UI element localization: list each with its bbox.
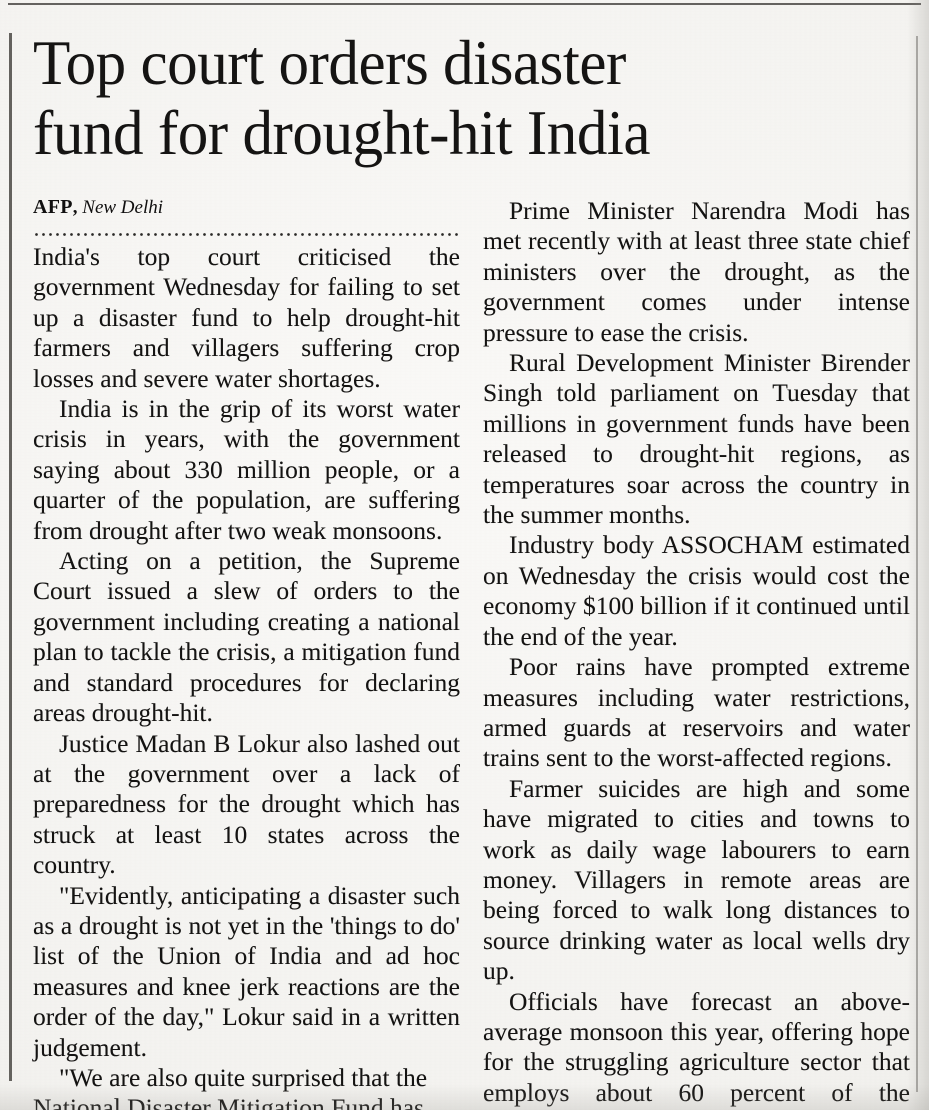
column-right: Prime Minister Narendra Modi has met rec… (483, 196, 910, 1110)
right-edge-shadow (907, 0, 929, 1110)
left-border-rule (9, 33, 12, 1081)
paragraph: "We are also quite surprised that the Na… (33, 1062, 428, 1110)
paragraph: Farmer suicides are high and some have m… (483, 773, 910, 986)
top-border-rule (8, 3, 921, 5)
byline-agency: AFP (33, 196, 73, 218)
paragraph: Justice Madan B Lokur also lashed out at… (33, 728, 460, 880)
paragraph: Prime Minister Narendra Modi has met rec… (483, 196, 910, 347)
paragraph: Acting on a petition, the Supreme Court … (33, 546, 460, 728)
right-border-rule (916, 36, 918, 1092)
byline-location: New Delhi (82, 197, 164, 218)
paragraph: Poor rains have prompted extreme measure… (483, 652, 910, 773)
paragraph: Industry body ASSOCHAM estimated on Wedn… (483, 530, 910, 651)
paragraph: Rural Development Minister Birender Sing… (483, 348, 910, 530)
byline-separator: , (72, 197, 78, 218)
paragraph: India's top court criticised the governm… (33, 242, 460, 393)
article-headline: Top court orders disaster fund for droug… (33, 28, 651, 168)
article-header: Top court orders disaster fund for droug… (33, 28, 901, 168)
byline: AFP, New Delhi (33, 196, 460, 219)
paragraph: Officials have forecast an above-average… (483, 986, 910, 1110)
paragraph: India is in the grip of its worst water … (33, 394, 460, 545)
article-body-columns: AFP, New Delhi India's top court critici… (33, 196, 910, 1110)
paragraph: "Evidently, anticipating a disaster such… (33, 880, 460, 1062)
column-left: AFP, New Delhi India's top court critici… (33, 196, 460, 1110)
byline-dotted-separator (33, 225, 460, 239)
